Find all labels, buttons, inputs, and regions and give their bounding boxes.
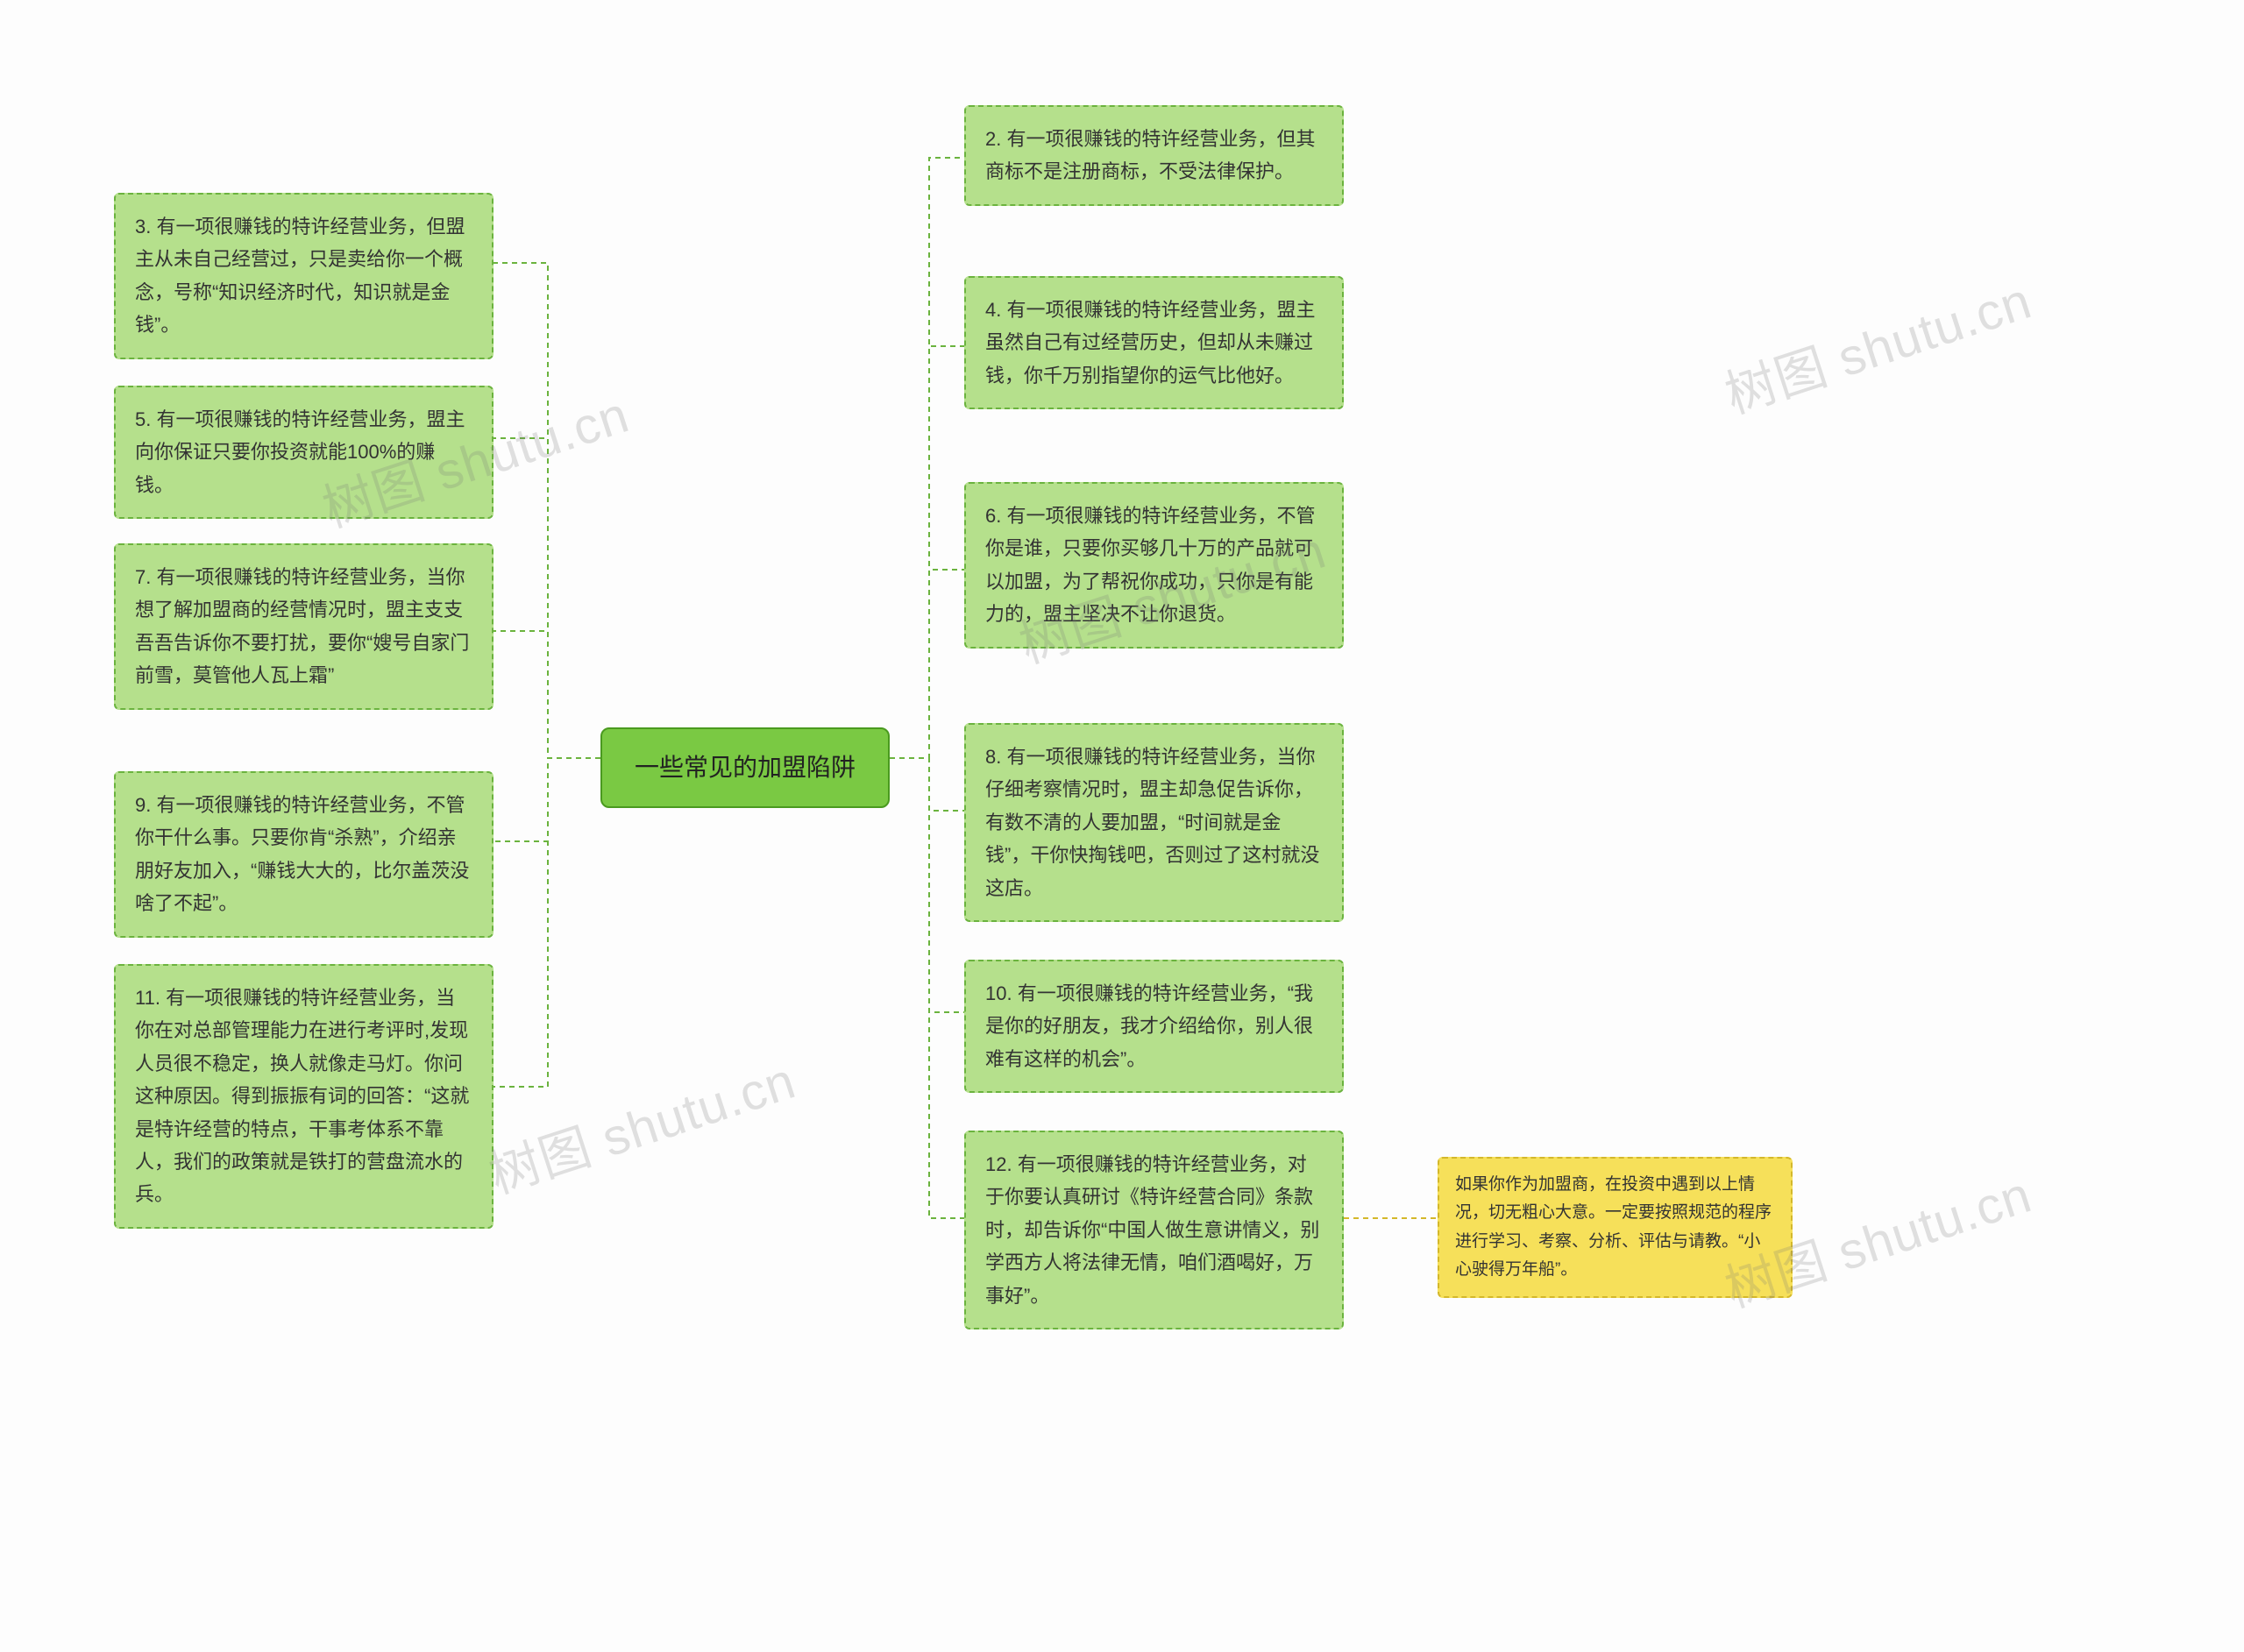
branch-node-4[interactable]: 4. 有一项很赚钱的特许经营业务，盟主虽然自己有过经营历史，但却从未赚过钱，你千… <box>964 276 1344 409</box>
branch-node-9[interactable]: 9. 有一项很赚钱的特许经营业务，不管你干什么事。只要你肯“杀熟”，介绍亲朋好友… <box>114 771 494 938</box>
branch-node-7[interactable]: 7. 有一项很赚钱的特许经营业务，当你想了解加盟商的经营情况时，盟主支支吾吾告诉… <box>114 543 494 710</box>
branch-node-6[interactable]: 6. 有一项很赚钱的特许经营业务，不管你是谁，只要你买够几十万的产品就可以加盟，… <box>964 482 1344 649</box>
center-topic[interactable]: 一些常见的加盟陷阱 <box>600 727 890 808</box>
sub-note-node[interactable]: 如果你作为加盟商，在投资中遇到以上情况，切无粗心大意。一定要按照规范的程序进行学… <box>1438 1157 1793 1298</box>
branch-node-12[interactable]: 12. 有一项很赚钱的特许经营业务，对于你要认真研讨《特许经营合同》条款时，却告… <box>964 1131 1344 1329</box>
branch-node-2[interactable]: 2. 有一项很赚钱的特许经营业务，但其商标不是注册商标，不受法律保护。 <box>964 105 1344 206</box>
branch-node-11[interactable]: 11. 有一项很赚钱的特许经营业务，当你在对总部管理能力在进行考评时,发现人员很… <box>114 964 494 1229</box>
watermark: 树图 shutu.cn <box>479 1039 804 1208</box>
branch-node-3[interactable]: 3. 有一项很赚钱的特许经营业务，但盟主从未自己经营过，只是卖给你一个概念，号称… <box>114 193 494 359</box>
mindmap-canvas: 一些常见的加盟陷阱 3. 有一项很赚钱的特许经营业务，但盟主从未自己经营过，只是… <box>0 0 2244 1652</box>
branch-node-5[interactable]: 5. 有一项很赚钱的特许经营业务，盟主向你保证只要你投资就能100%的赚钱。 <box>114 386 494 519</box>
watermark: 树图 shutu.cn <box>1715 259 2040 428</box>
branch-node-10[interactable]: 10. 有一项很赚钱的特许经营业务，“我是你的好朋友，我才介绍给你，别人很难有这… <box>964 960 1344 1093</box>
branch-node-8[interactable]: 8. 有一项很赚钱的特许经营业务，当你仔细考察情况时，盟主却急促告诉你，有数不清… <box>964 723 1344 922</box>
